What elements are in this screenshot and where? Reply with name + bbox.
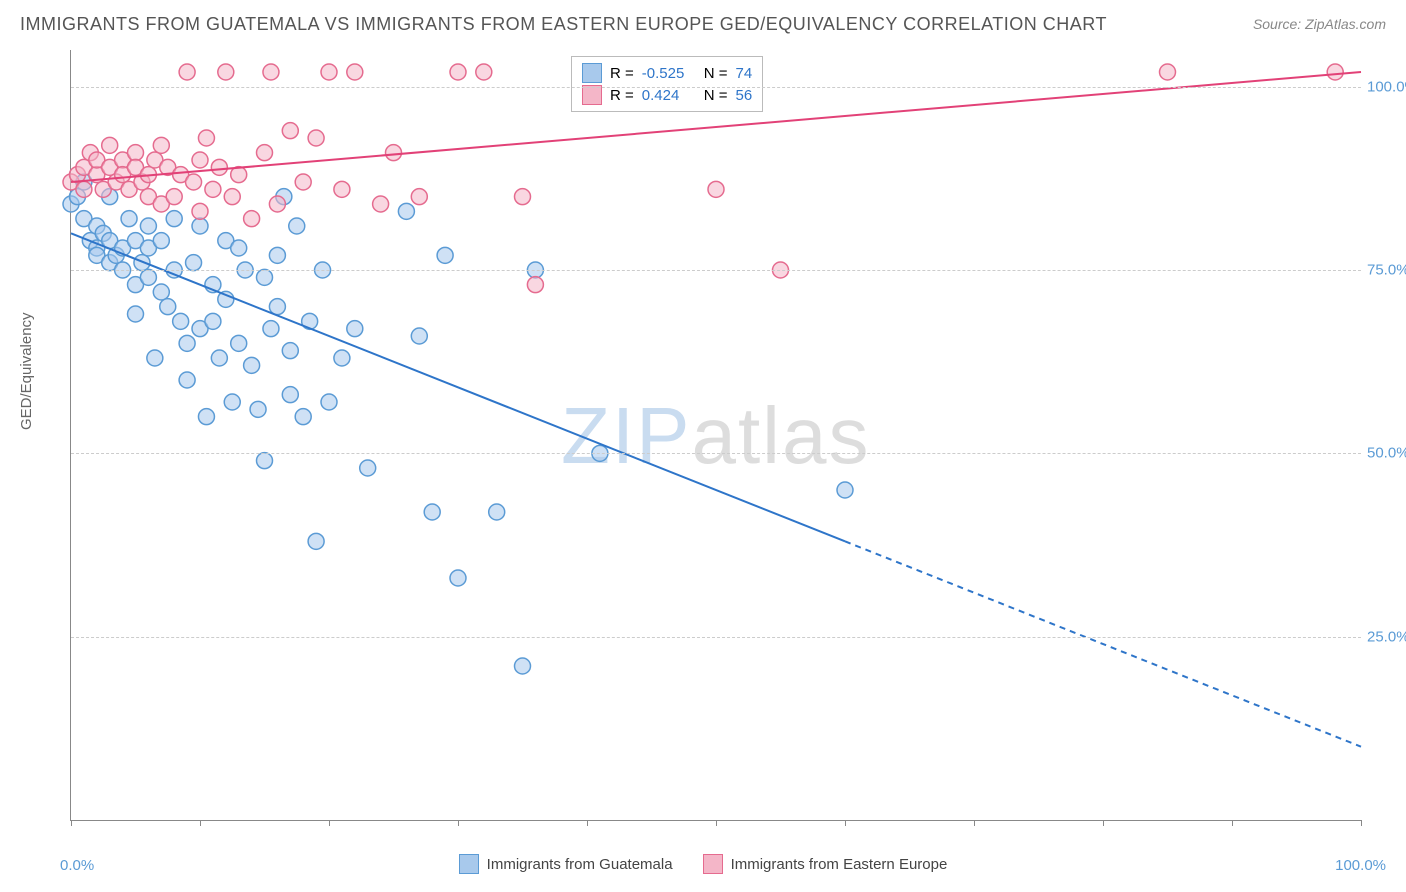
y-tick-label: 25.0% bbox=[1367, 628, 1406, 645]
legend-item-eastern-europe: Immigrants from Eastern Europe bbox=[703, 854, 948, 874]
r-value-guatemala: -0.525 bbox=[642, 65, 696, 82]
n-value-guatemala: 74 bbox=[736, 65, 753, 82]
swatch-eastern-europe bbox=[582, 85, 602, 105]
legend-swatch-guatemala bbox=[459, 854, 479, 874]
legend-item-guatemala: Immigrants from Guatemala bbox=[459, 854, 673, 874]
r-label: R = bbox=[610, 87, 634, 104]
source-attribution: Source: ZipAtlas.com bbox=[1253, 16, 1386, 32]
plot-area: ZIPatlas R = -0.525 N = 74 R = 0.424 N =… bbox=[70, 50, 1361, 821]
stats-row-guatemala: R = -0.525 N = 74 bbox=[582, 63, 752, 83]
legend-swatch-eastern-europe bbox=[703, 854, 723, 874]
bottom-legend: Immigrants from Guatemala Immigrants fro… bbox=[0, 854, 1406, 874]
chart-svg bbox=[71, 50, 1361, 820]
r-label: R = bbox=[610, 65, 634, 82]
legend-label-eastern-europe: Immigrants from Eastern Europe bbox=[731, 856, 948, 873]
r-value-eastern-europe: 0.424 bbox=[642, 87, 696, 104]
y-axis-label: GED/Equivalency bbox=[18, 312, 35, 430]
n-label: N = bbox=[704, 87, 728, 104]
y-tick-label: 75.0% bbox=[1367, 262, 1406, 279]
stats-row-eastern-europe: R = 0.424 N = 56 bbox=[582, 85, 752, 105]
legend-label-guatemala: Immigrants from Guatemala bbox=[487, 856, 673, 873]
y-tick-label: 100.0% bbox=[1367, 78, 1406, 95]
swatch-guatemala bbox=[582, 63, 602, 83]
n-label: N = bbox=[704, 65, 728, 82]
y-tick-label: 50.0% bbox=[1367, 445, 1406, 462]
n-value-eastern-europe: 56 bbox=[736, 87, 753, 104]
chart-title: IMMIGRANTS FROM GUATEMALA VS IMMIGRANTS … bbox=[20, 14, 1107, 35]
stats-legend: R = -0.525 N = 74 R = 0.424 N = 56 bbox=[571, 56, 763, 112]
